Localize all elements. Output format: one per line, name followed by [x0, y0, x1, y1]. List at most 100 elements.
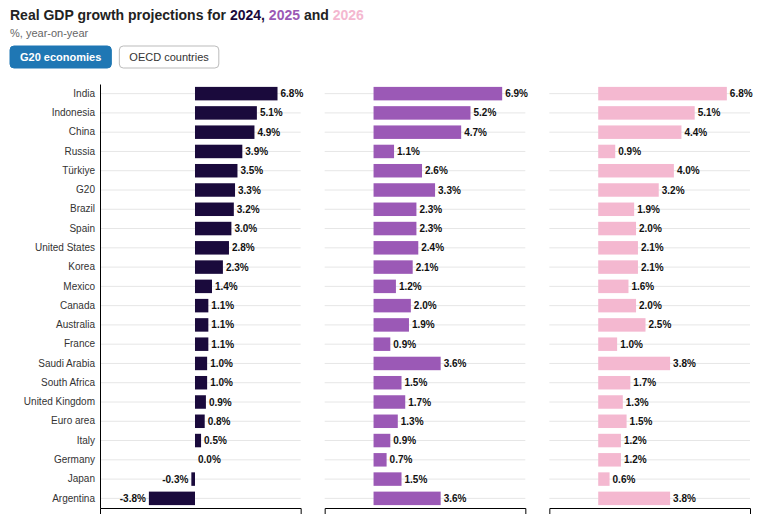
tick-label: United States: [35, 242, 95, 253]
bar: [195, 395, 206, 408]
data-label: 1.0%: [210, 358, 233, 369]
data-label: 1.6%: [631, 281, 654, 292]
tab-label: OECD countries: [129, 51, 209, 63]
title-part: projections: [128, 7, 204, 23]
title-part: 2024,: [230, 7, 265, 23]
bar: [598, 164, 674, 177]
data-label: 0.9%: [393, 339, 416, 350]
data-label: 3.2%: [662, 185, 685, 196]
bar: [374, 87, 503, 100]
tick: Euro area: [51, 415, 100, 426]
data-label: -0.3%: [162, 474, 188, 485]
bar: [598, 337, 617, 350]
tick-label: Russia: [64, 146, 95, 157]
tab: G20 economies: [10, 46, 111, 68]
data-label: 1.3%: [401, 416, 424, 427]
grid-line: [549, 151, 750, 152]
tick-label: Japan: [68, 473, 95, 484]
bar: [374, 145, 395, 158]
bar: [195, 145, 242, 158]
tick-label: Canada: [60, 300, 95, 311]
tick: Canada: [60, 300, 100, 311]
bar: [374, 260, 413, 273]
grid: [100, 94, 301, 499]
bar: [374, 280, 396, 293]
data-label: 3.3%: [438, 185, 461, 196]
tick-label: South Africa: [41, 377, 95, 388]
grid-line: [325, 286, 526, 287]
title-part: Real: [10, 7, 40, 23]
data-label: 1.5%: [630, 416, 653, 427]
bars: [149, 87, 278, 505]
grid-line: [549, 479, 750, 480]
tick: Spain: [69, 223, 100, 234]
bar: [374, 415, 398, 428]
data-labels: 6.8%5.1%4.9%3.9%3.5%3.3%3.2%3.0%2.8%2.3%…: [120, 88, 304, 504]
bar: [598, 280, 628, 293]
data-label: 1.1%: [211, 300, 234, 311]
bar: [598, 376, 630, 389]
bar: [374, 164, 422, 177]
data-label: 1.2%: [399, 281, 422, 292]
data-label: 2.8%: [232, 242, 255, 253]
tick-label: India: [73, 88, 95, 99]
data-label: 3.6%: [444, 493, 467, 504]
bar: [374, 472, 402, 485]
tick-label: Türkiye: [62, 165, 95, 176]
bar: [195, 106, 257, 119]
data-label: 2.1%: [641, 242, 664, 253]
x-axis: [325, 509, 526, 515]
data-label: 0.8%: [208, 416, 231, 427]
tick: Argentina: [52, 493, 100, 504]
data-label: 2.3%: [419, 204, 442, 215]
data-label: 1.2%: [624, 454, 647, 465]
axis-line: [550, 509, 751, 515]
bar: [598, 395, 623, 408]
data-label: 0.5%: [204, 435, 227, 446]
tick-label: Mexico: [63, 281, 95, 292]
bar: [598, 87, 727, 100]
title-part: and: [304, 7, 329, 23]
data-label: 3.2%: [237, 204, 260, 215]
bar: [194, 453, 195, 466]
bar: [195, 260, 223, 273]
bar: [149, 492, 195, 505]
data-label: 1.7%: [633, 377, 656, 388]
bar: [195, 241, 229, 254]
data-label: 6.8%: [281, 88, 304, 99]
data-label: 2.0%: [414, 300, 437, 311]
tick-label: China: [69, 126, 96, 137]
bar: [598, 453, 621, 466]
data-label: 2.5%: [649, 319, 672, 330]
data-label: 1.1%: [211, 319, 234, 330]
bar: [598, 203, 634, 216]
panel: 6.8%5.1%4.4%0.9%4.0%3.2%1.9%2.0%2.1%2.1%…: [549, 87, 752, 514]
tick: France: [64, 338, 100, 349]
bar: [374, 434, 391, 447]
grid-line: [325, 151, 526, 152]
grid-line: [549, 459, 750, 460]
grid: [325, 94, 526, 499]
bar: [195, 203, 234, 216]
chart: Real GDP growth projections for 2024, 20…: [0, 0, 770, 523]
bar: [598, 299, 636, 312]
grid-line: [100, 479, 301, 480]
tick-label: Brazil: [70, 203, 95, 214]
grid: [549, 94, 750, 499]
bar: [374, 395, 406, 408]
bar: [195, 357, 207, 370]
data-label: 1.9%: [412, 319, 435, 330]
tick: Indonesia: [52, 107, 100, 118]
data-label: -3.8%: [120, 493, 146, 504]
bar: [598, 472, 609, 485]
title-part: 2025: [269, 7, 300, 23]
tick-label: France: [64, 338, 96, 349]
grid-line: [549, 440, 750, 441]
bars: [374, 87, 503, 505]
bar: [195, 183, 235, 196]
data-label: 5.1%: [260, 107, 283, 118]
data-label: 3.6%: [444, 358, 467, 369]
bar: [374, 222, 417, 235]
data-label: 0.7%: [390, 454, 413, 465]
tick-label: Australia: [56, 319, 95, 330]
